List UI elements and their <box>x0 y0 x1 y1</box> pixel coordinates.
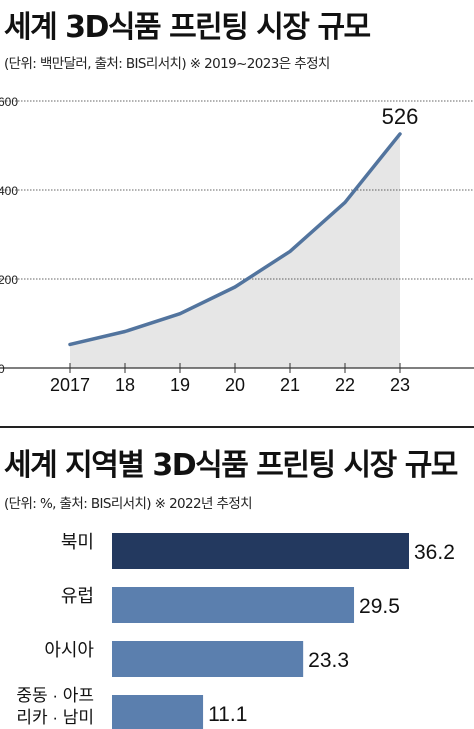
chart-title-market-size: 세계 3D식품 프린팅 시장 규모 <box>4 10 371 45</box>
data-point <box>123 330 127 333</box>
x-tick-label: 21 <box>280 375 300 395</box>
x-tick-label: 23 <box>390 375 410 395</box>
bar <box>112 533 409 569</box>
data-point <box>68 343 72 346</box>
bar <box>112 587 355 623</box>
x-tick-label: 22 <box>335 375 355 395</box>
data-point <box>398 132 402 136</box>
x-tick-label: 2017 <box>50 375 90 395</box>
category-label-line: 중동 · 아프 <box>16 686 94 705</box>
y-tick-label: 0 <box>0 362 5 376</box>
data-point <box>178 312 182 315</box>
y-tick-label: 600 <box>0 95 18 109</box>
chart-subtitle-market-size: (단위: 백만달러, 출처: BIS리서치) ※ 2019~2023은 추정치 <box>4 56 330 72</box>
x-tick-label: 18 <box>115 375 135 395</box>
data-point <box>343 201 347 204</box>
section-divider <box>0 426 474 428</box>
chart-subtitle-regional-share: (단위: %, 출처: BIS리서치) ※ 2022년 추정치 <box>4 496 253 512</box>
data-point <box>233 285 237 289</box>
category-label-line: 리카 · 남미 <box>16 708 94 727</box>
x-tick-label: 20 <box>225 375 245 395</box>
category-label: 유럽 <box>61 586 94 606</box>
market-size-area-chart: 0 200 400 600 2017 18 19 20 21 22 23 526 <box>0 95 474 395</box>
bar-value-label: 23.3 <box>308 649 349 672</box>
bar-value-label: 29.5 <box>359 595 400 618</box>
bar <box>112 695 204 729</box>
area-fill <box>70 133 400 368</box>
value-annotation: 526 <box>382 104 419 129</box>
category-label: 아시아 <box>44 640 94 660</box>
bar-value-label: 36.2 <box>414 541 455 564</box>
bar-value-label: 11.1 <box>208 703 247 726</box>
chart-title-regional-share: 세계 지역별 3D식품 프린팅 시장 규모 <box>4 448 458 483</box>
y-tick-label: 200 <box>0 273 18 287</box>
category-label: 북미 <box>61 532 94 552</box>
bar <box>112 641 304 677</box>
x-tick-label: 19 <box>170 375 190 395</box>
data-point <box>288 250 292 253</box>
y-tick-label: 400 <box>0 184 18 198</box>
